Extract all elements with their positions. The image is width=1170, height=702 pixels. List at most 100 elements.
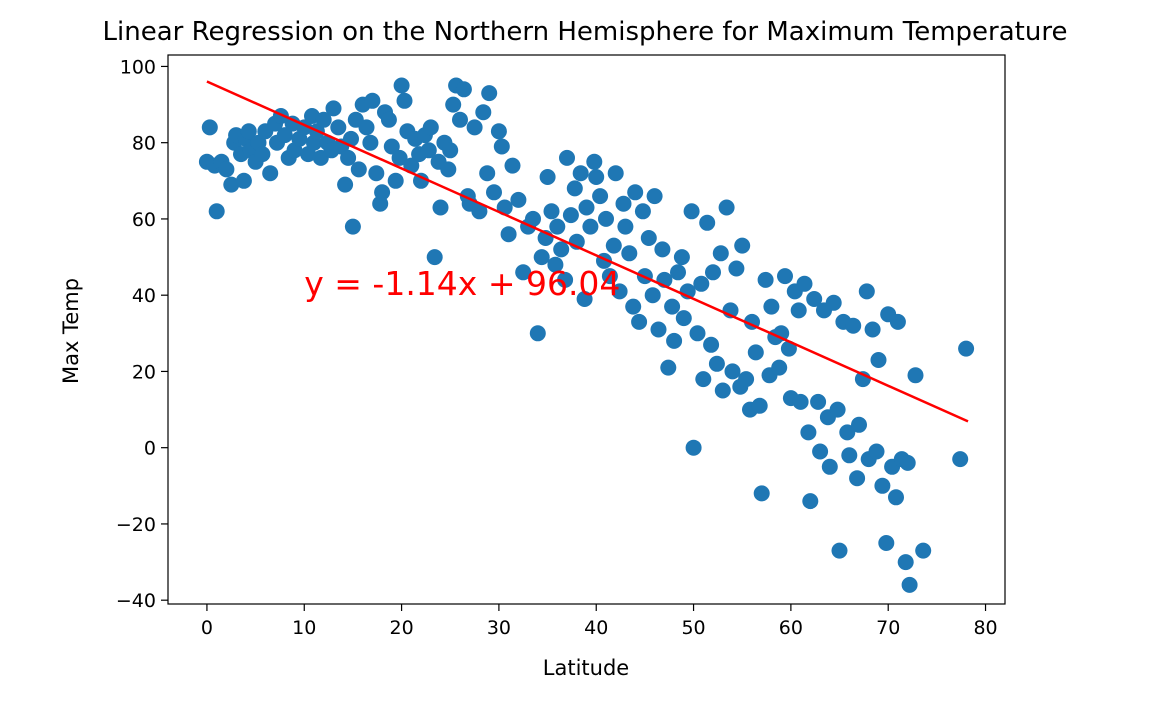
data-point: [634, 203, 651, 220]
data-point: [493, 138, 510, 155]
x-tick-label: 40: [584, 617, 608, 639]
x-tick-label: 30: [487, 617, 511, 639]
data-point: [640, 230, 657, 246]
data-point: [734, 237, 751, 254]
data-point: [644, 287, 661, 304]
data-point: [588, 169, 605, 185]
data-point: [396, 92, 413, 109]
data-point: [208, 203, 225, 220]
data-point: [578, 199, 595, 216]
data-point: [515, 264, 532, 281]
data-point: [868, 443, 885, 460]
data-point: [845, 317, 862, 334]
data-point: [705, 264, 721, 281]
data-point: [718, 199, 735, 216]
data-point: [864, 321, 881, 338]
data-point: [666, 332, 683, 349]
data-point: [673, 249, 690, 266]
regression-line: [206, 80, 969, 423]
data-point: [598, 210, 614, 227]
data-point: [889, 313, 906, 330]
data-point: [617, 218, 634, 235]
data-point: [553, 241, 570, 258]
data-point: [849, 470, 866, 487]
y-axis-label: Max Temp: [59, 278, 83, 384]
data-point: [654, 241, 671, 258]
data-point: [422, 119, 439, 136]
data-point: [851, 416, 867, 433]
axes: 0 10 20 30 40 50 60 70 80 −40 −20 0 20 40 60 80 100: [116, 54, 1006, 639]
data-point: [907, 367, 924, 384]
data-point: [627, 184, 644, 201]
data-point: [660, 359, 677, 376]
chart-title: Linear Regression on the Northern Hemisp…: [103, 17, 1068, 47]
data-point: [878, 535, 895, 551]
data-point: [839, 424, 856, 441]
data-point: [557, 271, 574, 288]
data-point: [777, 268, 793, 285]
data-point: [829, 401, 846, 418]
data-point: [607, 165, 624, 182]
data-point: [958, 340, 975, 357]
data-point: [708, 355, 725, 372]
data-point: [325, 100, 342, 117]
data-point: [315, 111, 332, 128]
data-point: [383, 138, 400, 155]
data-point: [500, 226, 517, 243]
data-point: [810, 393, 827, 410]
data-point: [582, 218, 599, 235]
data-point: [831, 542, 848, 559]
data-point: [344, 218, 361, 235]
data-point: [675, 310, 692, 327]
data-point: [337, 176, 354, 193]
data-point: [621, 245, 638, 262]
x-tick-label: 70: [876, 617, 900, 639]
data-point: [714, 382, 731, 399]
data-point: [646, 188, 663, 205]
data-point: [374, 184, 391, 201]
data-point: [796, 275, 813, 292]
x-tick-label: 80: [973, 617, 997, 639]
data-point: [751, 397, 768, 414]
data-point: [664, 298, 681, 315]
data-point: [364, 92, 381, 109]
data-point: [763, 298, 780, 315]
data-point: [605, 237, 622, 254]
data-point: [601, 268, 618, 285]
data-point: [757, 271, 774, 288]
data-point: [452, 111, 468, 128]
data-point: [510, 191, 527, 208]
data-point: [670, 264, 686, 281]
data-point: [693, 275, 710, 292]
data-point: [254, 146, 271, 163]
y-tick-label: 100: [120, 56, 156, 78]
data-point: [403, 157, 420, 174]
x-tick-label: 50: [681, 617, 705, 639]
plot-frame: [167, 54, 1006, 605]
data-point: [771, 359, 788, 376]
data-point: [387, 172, 404, 189]
y-tick-label: 80: [132, 133, 156, 155]
data-point: [466, 119, 483, 136]
data-point: [699, 214, 716, 231]
data-point: [504, 157, 521, 174]
x-tick-label: 20: [389, 617, 413, 639]
data-point: [790, 302, 807, 319]
data-point: [650, 321, 667, 338]
x-tick-label: 10: [292, 617, 316, 639]
data-point: [330, 119, 347, 136]
data-point: [380, 111, 397, 128]
data-point: [841, 447, 858, 464]
data-point: [712, 245, 729, 262]
data-point: [631, 313, 648, 330]
data-point: [802, 493, 819, 510]
data-point: [724, 363, 741, 380]
data-point: [543, 203, 560, 220]
y-tick-label: −40: [116, 590, 156, 612]
data-point: [350, 161, 367, 178]
data-point: [201, 119, 218, 136]
data-point: [792, 393, 809, 410]
data-point: [340, 149, 357, 166]
data-point: [490, 123, 507, 140]
data-point: [486, 184, 502, 201]
